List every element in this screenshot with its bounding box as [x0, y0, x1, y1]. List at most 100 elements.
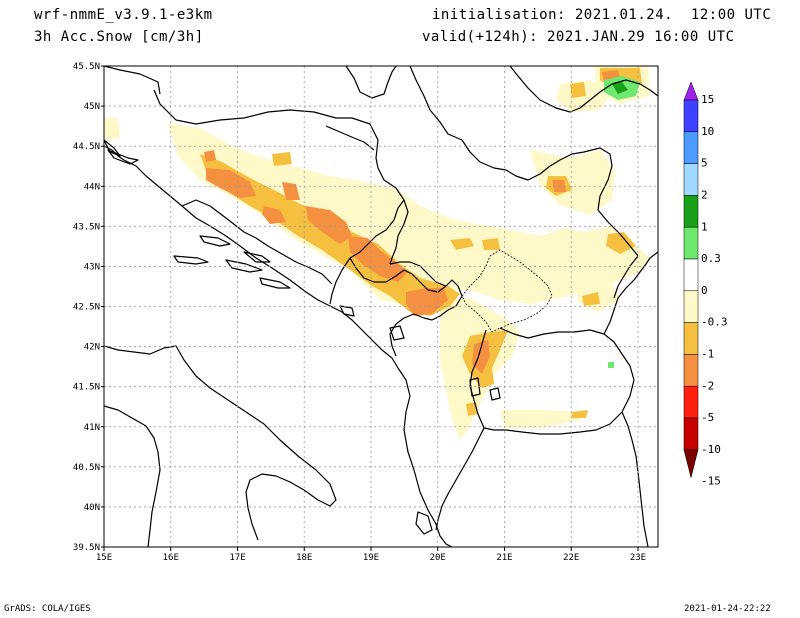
corfu [415, 511, 433, 535]
colorbar-label: 0 [701, 284, 708, 297]
border-bulgaria [603, 251, 658, 335]
border-croatia-bosnia [181, 199, 333, 285]
valid-time: valid(+124h): 2021.JAN.29 16:00 UTC [422, 29, 735, 45]
island [107, 149, 139, 165]
snow-area-moderate [606, 232, 636, 254]
colorbar-bottom-arrow [683, 449, 699, 478]
border-north [345, 66, 397, 99]
map-grid [104, 66, 658, 547]
snow-area-heavy [206, 168, 256, 198]
snow-area-green [608, 362, 614, 368]
colorbar-swatch [683, 385, 699, 419]
lon-tick-label: 23E [630, 553, 646, 563]
colorbar-swatch [683, 354, 699, 387]
colorbar-label: -15 [701, 475, 721, 488]
lon-tick-label: 18E [296, 553, 312, 563]
colorbar-top-arrow [683, 81, 699, 101]
border-kosovo [461, 249, 553, 333]
lat-tick-label: 44N [84, 182, 100, 192]
island [104, 139, 121, 157]
colorbar-swatch [683, 417, 699, 451]
border-montenegro [349, 257, 463, 357]
colorbar-label: -0.3 [701, 316, 728, 329]
field-title: 3h Acc.Snow [cm/3h] [34, 29, 204, 45]
lat-tick-label: 41N [84, 423, 100, 433]
snow-area-heavy [348, 236, 408, 282]
colorbar-label: -1 [701, 348, 714, 361]
colorbar-swatch [683, 99, 699, 133]
lon-tick-label: 22E [563, 553, 579, 563]
lat-axis: 45.5N 45N 44.5N 44N 43.5N 43N 42.5N 42N 41.5N 41N… [73, 62, 104, 553]
greece-coast [439, 535, 453, 547]
snow-area-heavy [262, 206, 286, 224]
model-title: wrf-nmmE_v3.9.1-e3km [34, 7, 213, 23]
lat-tick-label: 45N [84, 102, 100, 112]
border-serbia-bulgaria [613, 255, 639, 299]
italy-heel-coast [104, 405, 161, 547]
snowfall-field [104, 66, 650, 440]
island [339, 305, 355, 317]
colorbar-label: -10 [701, 443, 721, 456]
border-albania-macedonia [469, 329, 487, 429]
border-greece [621, 411, 649, 547]
snow-area-light [530, 150, 615, 215]
colorbar-label: -2 [701, 379, 714, 392]
border-north [104, 66, 161, 95]
colorbar-swatch [683, 195, 699, 228]
border-bosnia-serbia [389, 199, 409, 265]
snow-area-moderate [272, 152, 292, 166]
snow-area-moderate [570, 82, 586, 98]
border-croatia-bosnia [153, 89, 405, 305]
border-hungary-serbia [409, 66, 639, 257]
snow-area-light [168, 123, 650, 306]
island [243, 251, 271, 263]
colorbar-label: 1 [701, 220, 708, 233]
timestamp-label: 2021-01-24-22:22 [684, 604, 771, 614]
lon-tick-label: 19E [363, 553, 379, 563]
lat-tick-label: 39.5N [73, 543, 100, 553]
lat-tick-label: 45.5N [73, 62, 100, 72]
lat-tick-label: 42.5N [73, 303, 100, 313]
lon-tick-label: 20E [430, 553, 446, 563]
colorbar-swatch [683, 322, 699, 355]
colorbar-label: 2 [701, 189, 708, 202]
lon-axis: 15E 16E 17E 18E 19E 20E 21E 22E 23E [96, 547, 646, 563]
colorbar-swatch [683, 131, 699, 164]
snow-area-heavy [204, 150, 216, 162]
lat-tick-label: 43N [84, 262, 100, 272]
lake-skadar [389, 325, 405, 341]
lon-tick-label: 21E [496, 553, 512, 563]
lat-tick-label: 41.5N [73, 383, 100, 393]
lon-tick-label: 15E [96, 553, 112, 563]
credit-label: GrADS: COLA/IGES [4, 604, 91, 614]
snow-area-moderate [572, 410, 588, 418]
lon-tick-label: 16E [163, 553, 179, 563]
snow-area-moderate [450, 238, 474, 250]
snow-area-moderate [482, 238, 500, 250]
snow-area-heavy [472, 340, 490, 374]
lat-tick-label: 40.5N [73, 463, 100, 473]
island [173, 255, 209, 265]
colorbar-swatch [683, 226, 699, 260]
border-montenegro-serbia [389, 261, 447, 287]
lake [469, 377, 481, 397]
adriatic-east-coast [104, 145, 441, 537]
colorbar-label: 0.3 [701, 252, 721, 265]
lon-tick-label: 17E [229, 553, 245, 563]
lat-tick-label: 42N [84, 343, 100, 353]
colorbar-swatch [683, 290, 699, 323]
italy-coast [104, 345, 337, 541]
snow-area-light [104, 118, 120, 140]
border-greece-albania [435, 427, 485, 531]
snow-area-moderate [582, 292, 600, 306]
snow-area-light [500, 410, 585, 428]
snow-area-green [612, 82, 628, 94]
border-bosnia-north [325, 125, 375, 151]
colorbar-label: 10 [701, 125, 714, 138]
colorbar-label: 5 [701, 157, 708, 170]
border-macedonia [483, 327, 635, 435]
colorbar-swatch [683, 258, 699, 292]
island [259, 277, 291, 289]
lat-tick-label: 44.5N [73, 142, 100, 152]
border-romania [509, 66, 658, 113]
